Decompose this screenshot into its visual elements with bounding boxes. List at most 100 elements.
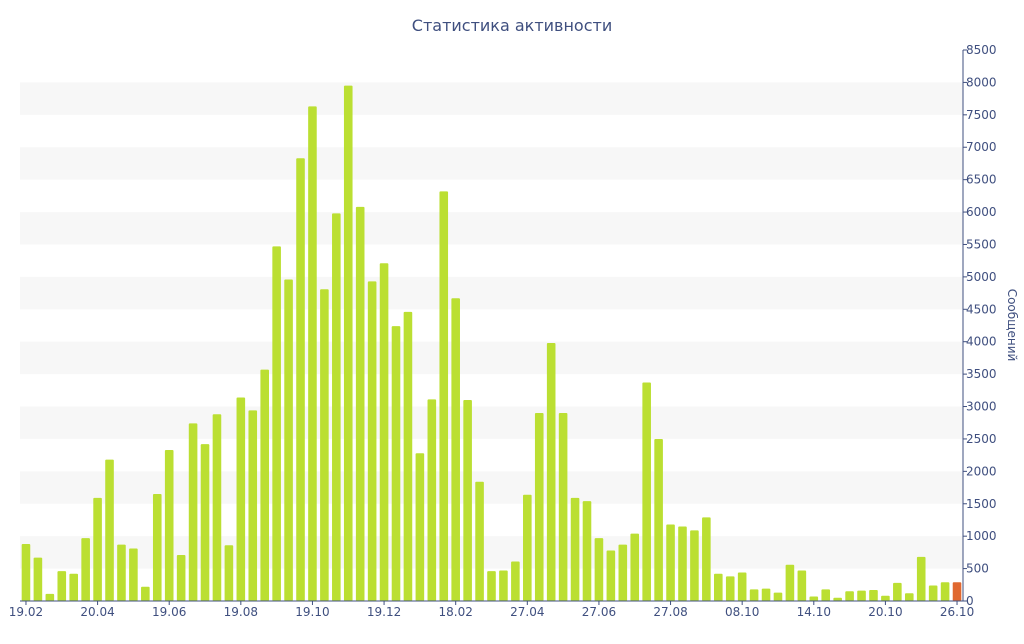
bar[interactable] [57,571,67,601]
bar[interactable] [69,573,79,601]
grid-band [20,276,963,310]
bar[interactable] [881,595,890,601]
bar[interactable] [511,561,520,601]
bar[interactable] [248,410,258,601]
bar[interactable] [678,526,687,601]
bar[interactable] [797,570,807,601]
x-tick-label: 20.10 [868,605,902,619]
bar[interactable] [200,444,210,601]
x-tick-label: 08.10 [725,605,759,619]
bar[interactable] [164,449,174,601]
bar[interactable] [833,597,842,601]
bar[interactable] [427,399,437,601]
bar[interactable] [725,576,735,601]
bar[interactable] [260,369,269,601]
bar[interactable] [654,438,663,601]
bar[interactable] [809,596,819,601]
bar[interactable] [272,246,281,602]
bar[interactable] [176,554,186,601]
bar[interactable] [570,497,580,601]
bar[interactable] [117,544,126,601]
bar[interactable] [451,298,460,601]
bar[interactable] [606,550,616,601]
bar[interactable] [893,582,902,601]
bar[interactable] [523,494,532,601]
bar[interactable] [666,524,675,601]
bar[interactable] [952,582,962,601]
bar[interactable] [141,586,150,601]
y-tick-label: 6500 [966,173,997,187]
bar[interactable] [916,556,926,601]
bar[interactable] [857,590,866,601]
bar[interactable] [45,593,55,601]
bar[interactable] [582,501,592,601]
bar[interactable] [129,548,138,601]
bar[interactable] [558,413,568,601]
bar[interactable] [749,589,759,601]
bar[interactable] [93,497,102,601]
x-tick-label: 19.08 [224,605,258,619]
bar[interactable] [642,382,651,601]
bar[interactable] [618,544,628,601]
bar[interactable] [308,106,317,602]
bar[interactable] [928,585,938,601]
bar[interactable] [690,530,699,601]
bar[interactable] [821,589,831,601]
bar[interactable] [714,573,723,601]
bar[interactable] [236,397,246,601]
bar[interactable] [940,582,950,601]
bar[interactable] [415,453,425,601]
bar[interactable] [21,543,31,601]
y-tick-label: 8000 [966,75,997,89]
bar[interactable] [367,281,377,601]
bar[interactable] [773,592,783,601]
y-tick-label: 0 [966,594,974,608]
y-tick-label: 5500 [966,237,997,251]
bar[interactable] [105,459,114,601]
bar[interactable] [594,538,604,601]
bar[interactable] [546,343,556,601]
bar[interactable] [499,570,508,601]
bar[interactable] [81,538,90,601]
bars-group [21,85,962,602]
y-tick-label: 6000 [966,205,997,219]
bar[interactable] [224,545,234,601]
bar[interactable] [761,588,771,601]
bar[interactable] [785,564,795,601]
bar[interactable] [343,85,353,601]
bar[interactable] [487,571,496,601]
bar[interactable] [403,311,413,601]
bar[interactable] [284,279,293,601]
bar[interactable] [702,517,711,601]
y-tick-label: 500 [966,562,989,576]
bar[interactable] [212,414,222,601]
bar[interactable] [475,481,484,601]
y-tick-label: 1000 [966,529,997,543]
grid-band [20,147,963,180]
bar[interactable] [152,494,162,601]
bar[interactable] [845,591,854,601]
bar[interactable] [439,191,449,601]
bar[interactable] [320,289,329,601]
bar[interactable] [630,533,640,601]
grid-band [20,82,963,115]
bar[interactable] [33,557,43,601]
y-tick-label: 7000 [966,140,997,154]
bar[interactable] [379,263,389,601]
bar[interactable] [391,326,401,601]
bar[interactable] [188,423,198,601]
bar[interactable] [296,158,305,601]
bar[interactable] [332,213,341,602]
y-tick-label: 3500 [966,367,997,381]
bar[interactable] [355,206,365,601]
bar[interactable] [737,572,747,601]
bar[interactable] [869,589,878,601]
y-axis-label: Сообщений [1005,289,1019,362]
bar[interactable] [904,593,914,601]
x-tick-label: 27.04 [510,605,544,619]
x-tick-label: 20.04 [80,605,114,619]
bar[interactable] [463,400,472,601]
x-tick-label: 19.12 [367,605,401,619]
bar[interactable] [534,413,544,601]
